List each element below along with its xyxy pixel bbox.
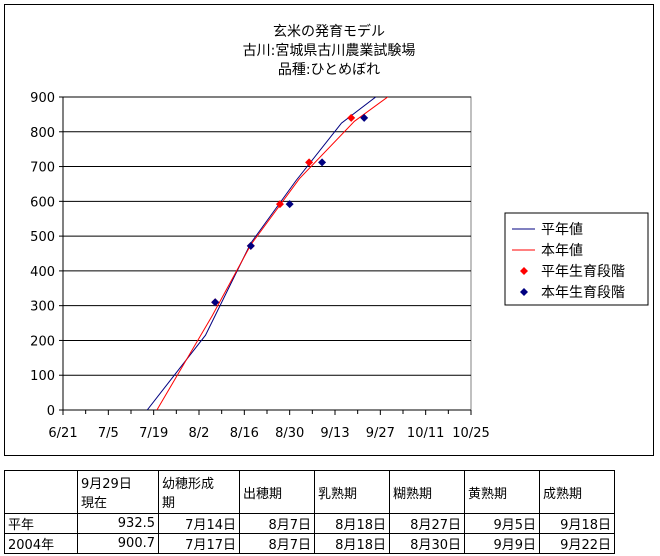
x-tick-label: 9/13 [320,426,349,441]
chart-title-line: 古川:宮城県古川農業試験場 [243,43,416,59]
series-marker-3 [360,113,369,122]
table-cell: 932.5 [77,513,159,534]
y-tick-label: 0 [47,404,55,419]
x-tick-label: 8/16 [230,426,259,441]
table-cell: 9月9日 [464,533,540,554]
table-cell: 7月17日 [158,533,240,554]
series-marker-3 [211,298,220,307]
table-header-cell: 幼穂形成期 [158,470,240,514]
table-header-cell: 9月29日 現在 [77,470,159,514]
series-line-1 [156,97,389,410]
series-marker-3 [285,200,294,209]
x-tick-label: 7/19 [139,426,168,441]
y-tick-label: 100 [30,369,55,384]
x-tick-label: 8/2 [189,426,210,441]
table-header-cell: 成熟期 [539,470,615,514]
table-cell: 8月18日 [314,533,390,554]
plot-area [62,96,472,411]
y-tick-label: 500 [30,230,55,245]
table-cell: 2004年 [4,533,78,554]
table-cell: 8月30日 [389,533,465,554]
x-tick-label: 7/5 [98,426,119,441]
y-tick-label: 400 [30,265,55,280]
table-cell: 9月22日 [539,533,615,554]
table-cell: 900.7 [77,533,159,554]
table-cell: 8月7日 [239,513,315,534]
x-tick-label: 10/11 [407,426,444,441]
table-cell: 8月7日 [239,533,315,554]
table-cell: 9月5日 [464,513,540,534]
table-header-cell: 黄熟期 [464,470,540,514]
series-marker-3 [246,241,255,250]
table-header-cell: 糊熟期 [389,470,465,514]
legend-label: 本年生育段階 [541,285,625,301]
table-cell: 8月18日 [314,513,390,534]
x-tick-label: 6/21 [48,426,77,441]
y-tick-label: 800 [30,126,55,141]
table-cell: 7月14日 [158,513,240,534]
chart-area: 玄米の発育モデル古川:宮城県古川農業試験場 品種:ひとめぼれ 0 100 200 300 4… [4,4,654,456]
series-marker-2 [305,158,314,167]
legend-box [504,212,649,306]
table-row: 平年 932.5 7月14日 8月7日 8月18日 8月27日 9月5日 9月18日 [4,513,615,534]
x-tick-label: 8/30 [275,426,304,441]
table-cell: 9月18日 [539,513,615,534]
series-marker-2 [347,113,356,122]
legend-marker-swatch [520,267,528,275]
y-tick-label: 700 [30,161,55,176]
x-tick-label: 10/25 [452,426,489,441]
legend-label: 平年生育段階 [541,264,625,280]
chart-title-line: 品種:ひとめぼれ [278,62,380,78]
legend-marker-swatch [520,288,528,296]
y-tick-label: 900 [30,91,55,106]
table-row: 2004年 900.7 7月17日 8月7日 8月18日 8月30日 9月9日 9月22日 [4,533,615,554]
series-marker-2 [275,200,284,209]
table-cell: 8月27日 [389,513,465,534]
y-tick-label: 600 [30,195,55,210]
legend-label: 平年値 [541,222,583,238]
chart-title-line: 玄米の発育モデル [273,23,385,40]
table-header-cell [4,470,78,514]
table-cell: 平年 [4,513,78,534]
stage-table: 9月29日 現在 幼穂形成期出穂期 乳熟期 糊熟期 黄熟期 成熟期 平年 932.5 7月14日 8… [4,470,615,554]
table-header-cell: 出穂期 [239,470,315,514]
y-tick-label: 300 [30,300,55,315]
table-header-row: 9月29日 現在 幼穂形成期出穂期 乳熟期 糊熟期 黄熟期 成熟期 [4,470,615,514]
x-tick-label: 9/27 [366,426,395,441]
table-header-cell: 乳熟期 [314,470,390,514]
legend-label: 本年値 [541,243,583,259]
y-tick-label: 200 [30,334,55,349]
stage-table-grid: 9月29日 現在 幼穂形成期出穂期 乳熟期 糊熟期 黄熟期 成熟期 平年 932.5 7月14日 8… [4,470,615,554]
series-marker-3 [318,158,327,167]
